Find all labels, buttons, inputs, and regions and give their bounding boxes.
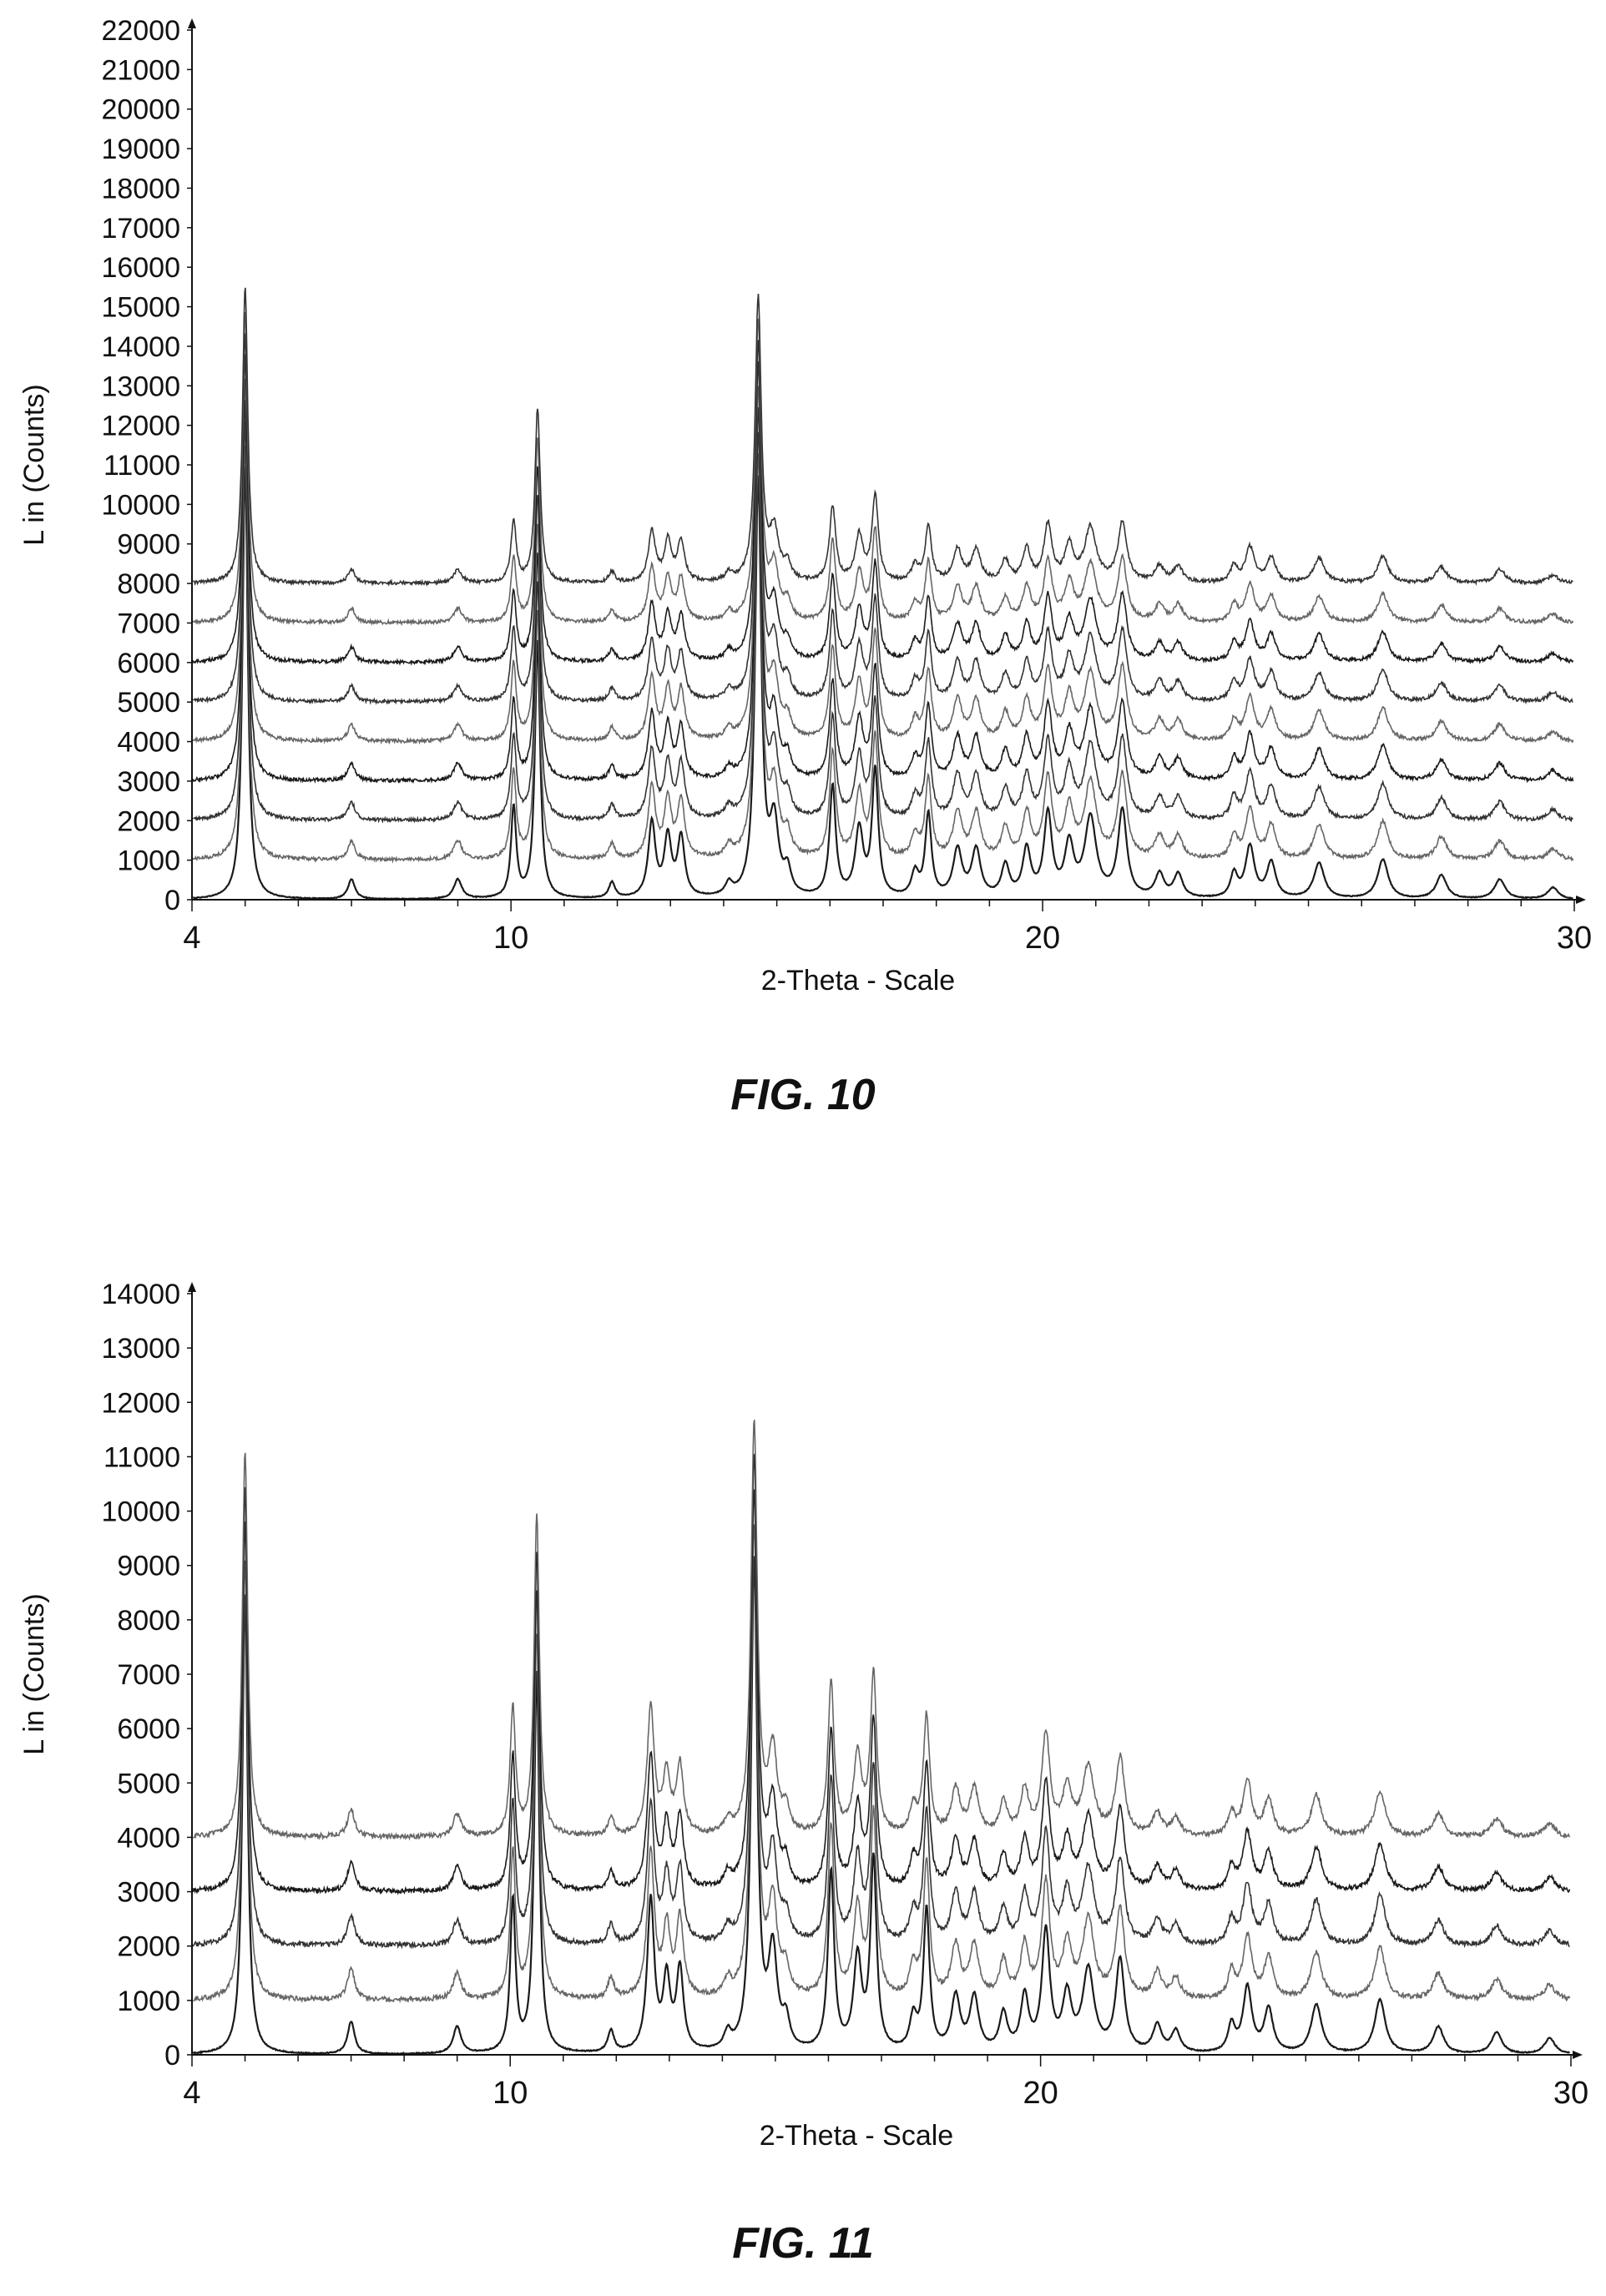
y-axis-arrow — [188, 1282, 196, 1292]
y-tick-label: 17000 — [101, 213, 180, 245]
y-tick-label: 2000 — [117, 805, 180, 837]
y-tick-label: 10000 — [101, 489, 180, 521]
y-tick-label: 14000 — [101, 1279, 180, 1310]
y-tick-label: 13000 — [101, 371, 180, 402]
figure-caption: FIG. 10 — [730, 1071, 876, 1119]
y-tick-label: 16000 — [101, 252, 180, 284]
y-tick-label: 7000 — [117, 608, 180, 639]
series-line-4 — [192, 399, 1574, 785]
x-axis-arrow — [1573, 2051, 1583, 2059]
figure-11: 0 1000 2000 3000 4000 5000 6000 7000 8000 9000 100… — [0, 1252, 1606, 2296]
y-tick-label: 14000 — [101, 331, 180, 363]
y-tick-label: 6000 — [117, 1713, 180, 1745]
x-tick-label: 4 — [183, 2076, 200, 2111]
y-tick-label: 3000 — [117, 766, 180, 798]
series-line-1 — [192, 1556, 1570, 2056]
y-tick-label: 11000 — [104, 1441, 180, 1473]
y-tick-label: 20000 — [101, 94, 180, 126]
y-tick-label: 11000 — [104, 450, 180, 482]
series-line-4 — [192, 1452, 1571, 1895]
x-tick-label: 20 — [1023, 2076, 1058, 2111]
x-tick-label: 30 — [1553, 2076, 1588, 2111]
x-axis-arrow — [1576, 896, 1586, 904]
y-tick-label: 21000 — [101, 54, 180, 86]
series-group — [192, 1420, 1571, 2056]
xrd-chart-fig10: 0 1000 2000 3000 4000 5000 6000 7000 8000 9000 100… — [18, 15, 1592, 997]
y-tick-label: 8000 — [117, 568, 180, 600]
y-tick-label: 2000 — [117, 1931, 180, 1963]
xrd-chart-fig11: 0 1000 2000 3000 4000 5000 6000 7000 8000 9000 100… — [18, 1279, 1588, 2152]
y-tick-label: 5000 — [117, 1768, 180, 1799]
y-tick-label: 19000 — [101, 134, 180, 165]
y-tick-label: 13000 — [101, 1333, 180, 1365]
y-tick-label: 1000 — [117, 1986, 180, 2017]
x-tick-label: 10 — [493, 921, 528, 956]
series-line-8 — [192, 311, 1574, 627]
series-line-5 — [193, 1420, 1571, 1841]
y-axis-title: L in (Counts) — [18, 384, 50, 545]
series-line-5 — [192, 378, 1574, 745]
series-group — [192, 287, 1574, 901]
y-tick-label: 12000 — [101, 1387, 180, 1419]
series-line-1 — [192, 466, 1573, 901]
x-tick-label: 4 — [183, 921, 200, 956]
y-tick-label: 3000 — [117, 1877, 180, 1909]
series-line-2 — [192, 445, 1574, 864]
x-tick-label: 30 — [1557, 921, 1592, 956]
figure-10: 0 1000 2000 3000 4000 5000 6000 7000 8000 9000 100… — [18, 15, 1592, 1119]
x-tick-label: 20 — [1025, 921, 1060, 956]
y-tick-label: 5000 — [117, 687, 180, 719]
series-line-7 — [192, 333, 1574, 666]
y-tick-label: 4000 — [117, 727, 180, 759]
y-tick-label: 12000 — [101, 411, 180, 442]
y-tick-label: 22000 — [101, 15, 180, 47]
series-line-2 — [193, 1524, 1571, 2004]
y-tick-label: 6000 — [117, 648, 180, 679]
y-tick-label: 1000 — [117, 845, 180, 877]
series-line-3 — [193, 421, 1573, 824]
y-tick-label: 15000 — [101, 292, 180, 324]
series-line-6 — [192, 354, 1573, 705]
y-axis-title: L in (Counts) — [18, 1593, 50, 1754]
y-tick-label: 18000 — [101, 173, 180, 204]
y-tick-label: 10000 — [101, 1496, 180, 1528]
figure-caption: FIG. 11 — [732, 2219, 874, 2268]
y-tick-label: 0 — [164, 2040, 180, 2071]
x-axis-title: 2-Theta - Scale — [760, 2120, 953, 2152]
y-tick-label: 7000 — [117, 1659, 180, 1691]
y-axis-arrow — [188, 18, 196, 28]
y-tick-label: 4000 — [117, 1822, 180, 1854]
y-tick-label: 9000 — [117, 529, 180, 561]
x-axis-title: 2-Theta - Scale — [761, 965, 955, 997]
series-line-3 — [192, 1489, 1570, 1950]
series-line-9 — [192, 287, 1573, 588]
x-tick-label: 10 — [492, 2076, 528, 2111]
y-tick-label: 8000 — [117, 1605, 180, 1637]
y-tick-label: 9000 — [117, 1551, 180, 1582]
y-tick-label: 0 — [164, 885, 180, 916]
